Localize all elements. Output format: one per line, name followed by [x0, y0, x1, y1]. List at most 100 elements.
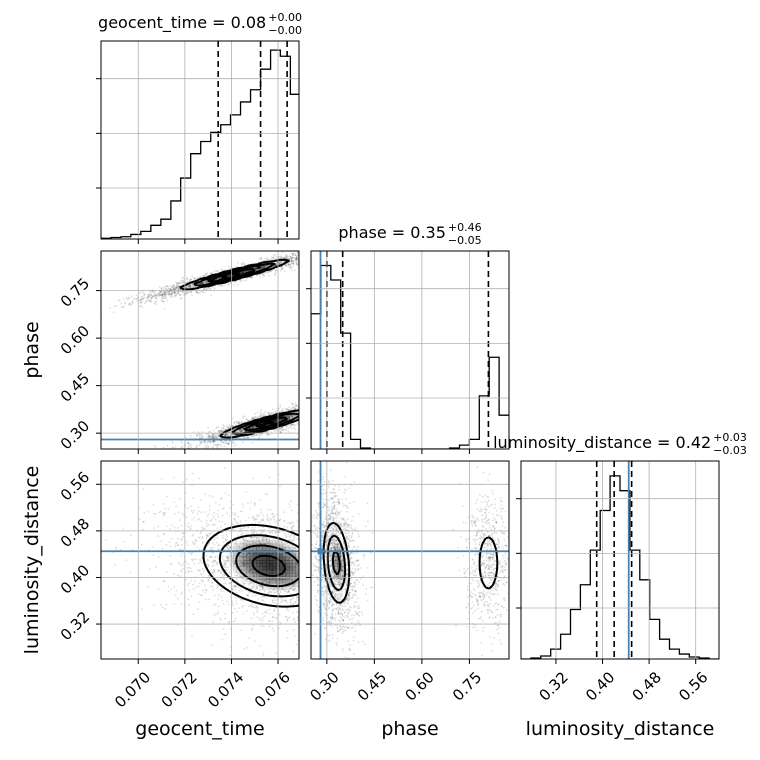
scatter-point [128, 302, 131, 305]
scatter-point [340, 247, 342, 249]
scatter-point [272, 256, 275, 259]
scatter-point [257, 521, 260, 524]
scatter-point [159, 291, 162, 294]
panel-title-geocent_time: geocent_time = 0.08 +0.00−0.00 [98, 11, 302, 37]
scatter-point [173, 288, 176, 290]
scatter-point [201, 282, 203, 285]
scatter-point [314, 402, 316, 404]
scatter-point [379, 392, 381, 394]
scatter-point [303, 252, 305, 254]
scatter-point [196, 434, 199, 436]
density-cell [239, 429, 244, 433]
scatter-point [279, 484, 281, 487]
scatter-point [143, 296, 146, 299]
scatter-point [300, 411, 302, 413]
scatter-point [146, 296, 149, 299]
scatter-point [312, 410, 314, 412]
scatter-point [148, 295, 151, 297]
panel-content [101, 466, 369, 659]
scatter-point [123, 305, 125, 308]
scatter-point [261, 266, 264, 268]
scatter-point [267, 258, 269, 260]
scatter-point [156, 293, 159, 296]
scatter-point [210, 431, 213, 433]
scatter-point [352, 401, 354, 403]
scatter-point [367, 642, 369, 644]
scatter-point [271, 255, 273, 258]
scatter-point [339, 405, 341, 407]
scatter-point [365, 608, 367, 610]
scatter-point [212, 514, 215, 517]
scatter-point [234, 280, 237, 283]
scatter-point [304, 414, 306, 416]
scatter-point [304, 261, 306, 263]
scatter-point [306, 253, 308, 255]
scatter-point [164, 293, 167, 295]
scatter-point [187, 544, 189, 547]
scatter-point [303, 422, 305, 424]
scatter-point [308, 411, 310, 413]
scatter-point [318, 407, 320, 409]
scatter-point [260, 409, 263, 411]
histogram-luminosity_distance [521, 475, 719, 659]
scatter-point [267, 271, 269, 273]
scatter-point [305, 586, 307, 588]
scatter-point [223, 425, 225, 428]
scatter-point [296, 512, 299, 515]
scatter-point [305, 414, 307, 416]
scatter-point [339, 394, 341, 396]
scatter-point [194, 278, 197, 280]
scatter-point [303, 253, 305, 255]
scatter-point [186, 291, 189, 294]
scatter-point [165, 603, 168, 606]
scatter-point [303, 549, 305, 551]
scatter-point [362, 566, 364, 568]
scatter-point [343, 244, 345, 246]
scatter-point [266, 265, 268, 268]
scatter-point [178, 293, 181, 295]
scatter-point [159, 294, 162, 296]
scatter-point [173, 294, 176, 297]
scatter-point [330, 404, 332, 406]
scatter-point [311, 413, 313, 415]
scatter-point [233, 445, 236, 447]
scatter-point [322, 410, 324, 412]
scatter-point [131, 466, 133, 468]
scatter-point [167, 285, 170, 288]
scatter-point [117, 299, 120, 302]
scatter-point [313, 410, 315, 412]
scatter-point [251, 417, 254, 420]
scatter-point [305, 404, 307, 406]
scatter-point [303, 583, 305, 585]
scatter-point [146, 453, 148, 455]
scatter-point [256, 274, 259, 277]
scatter-point [307, 588, 309, 590]
scatter-point [292, 262, 295, 265]
scatter-point [279, 260, 282, 263]
scatter-point [151, 295, 154, 297]
scatter-point [121, 305, 124, 308]
scatter-point [176, 282, 179, 285]
scatter-point [280, 256, 283, 258]
scatter-point [330, 402, 332, 404]
scatter-point [282, 257, 285, 259]
scatter-point [213, 441, 216, 444]
scatter-point [292, 262, 295, 265]
scatter-point [177, 286, 179, 289]
scatter-point [189, 434, 192, 437]
scatter-point [204, 445, 207, 447]
scatter-point [361, 404, 363, 406]
scatter-point [243, 271, 246, 274]
scatter-point [185, 286, 188, 289]
scatter-point [312, 408, 314, 410]
scatter-point [196, 276, 199, 279]
scatter-point [288, 406, 291, 408]
scatter-point [131, 299, 134, 302]
scatter-point [307, 407, 309, 409]
scatter-point [173, 285, 175, 287]
scatter-point [307, 404, 309, 406]
scatter-point [304, 403, 306, 405]
scatter-point [300, 415, 302, 417]
scatter-point [280, 266, 283, 268]
scatter-point [304, 415, 306, 417]
